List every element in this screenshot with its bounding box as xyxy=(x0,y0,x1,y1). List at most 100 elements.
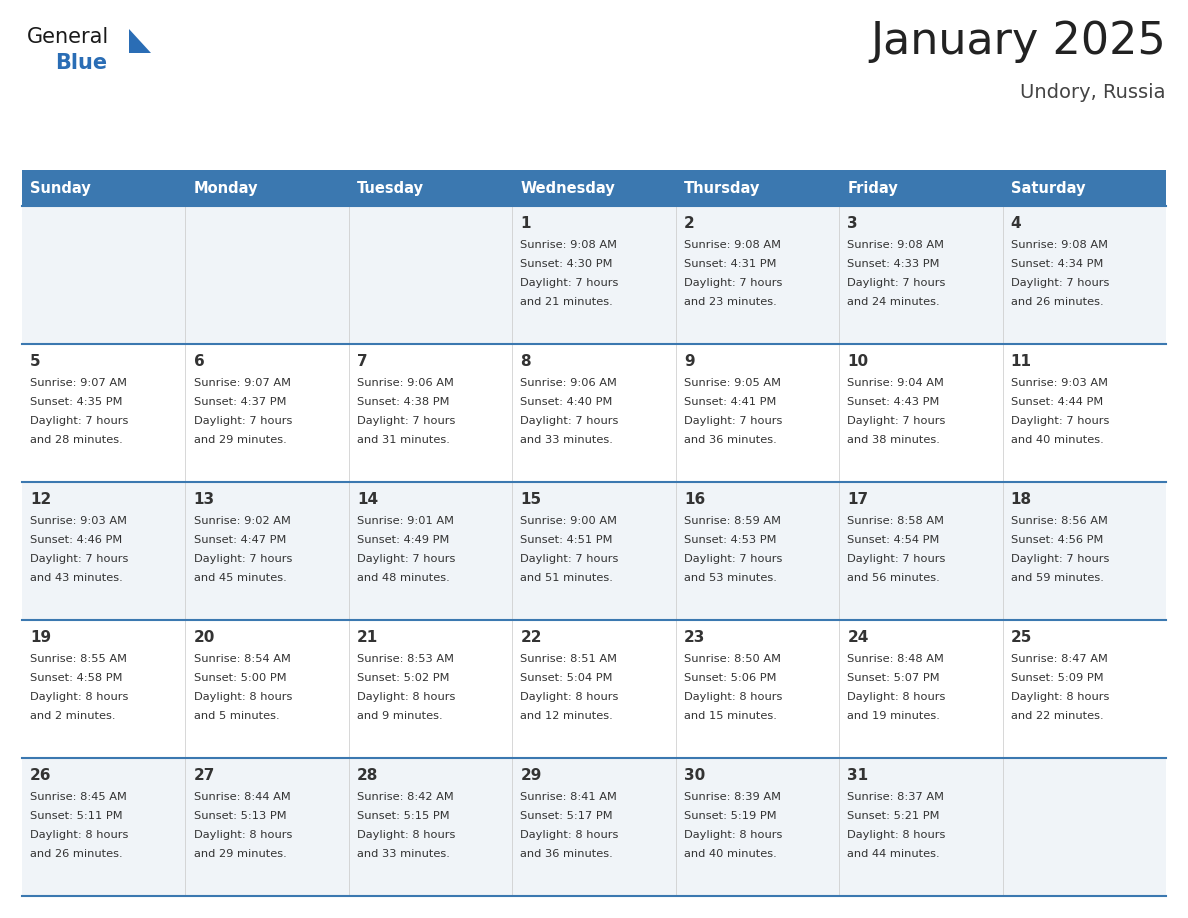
Text: Daylight: 7 hours: Daylight: 7 hours xyxy=(520,554,619,564)
Text: Sunset: 4:40 PM: Sunset: 4:40 PM xyxy=(520,397,613,407)
Text: Daylight: 7 hours: Daylight: 7 hours xyxy=(358,416,455,426)
Text: 21: 21 xyxy=(358,630,378,645)
Text: Sunrise: 9:06 AM: Sunrise: 9:06 AM xyxy=(358,378,454,388)
Text: 25: 25 xyxy=(1011,630,1032,645)
Text: Daylight: 7 hours: Daylight: 7 hours xyxy=(520,278,619,288)
Text: Daylight: 8 hours: Daylight: 8 hours xyxy=(358,830,455,840)
Text: 14: 14 xyxy=(358,492,378,507)
Text: 15: 15 xyxy=(520,492,542,507)
Text: and 36 minutes.: and 36 minutes. xyxy=(684,435,777,445)
Text: January 2025: January 2025 xyxy=(871,20,1165,63)
Text: 17: 17 xyxy=(847,492,868,507)
Text: Daylight: 7 hours: Daylight: 7 hours xyxy=(30,416,128,426)
Text: Sunset: 4:43 PM: Sunset: 4:43 PM xyxy=(847,397,940,407)
Text: Tuesday: Tuesday xyxy=(358,181,424,196)
Text: and 36 minutes.: and 36 minutes. xyxy=(520,849,613,859)
Text: Sunrise: 9:03 AM: Sunrise: 9:03 AM xyxy=(30,516,127,526)
Text: and 21 minutes.: and 21 minutes. xyxy=(520,297,613,307)
Bar xyxy=(23,344,1165,482)
Text: 28: 28 xyxy=(358,768,379,783)
Text: Sunrise: 9:07 AM: Sunrise: 9:07 AM xyxy=(30,378,127,388)
Text: and 38 minutes.: and 38 minutes. xyxy=(847,435,940,445)
Text: Sunset: 4:54 PM: Sunset: 4:54 PM xyxy=(847,535,940,545)
Text: Sunset: 5:11 PM: Sunset: 5:11 PM xyxy=(30,811,122,821)
Text: and 28 minutes.: and 28 minutes. xyxy=(30,435,122,445)
Text: Daylight: 7 hours: Daylight: 7 hours xyxy=(684,416,782,426)
Text: Daylight: 7 hours: Daylight: 7 hours xyxy=(1011,554,1110,564)
Text: Sunset: 4:44 PM: Sunset: 4:44 PM xyxy=(1011,397,1102,407)
Text: 30: 30 xyxy=(684,768,706,783)
Text: and 33 minutes.: and 33 minutes. xyxy=(358,849,450,859)
Text: Sunset: 4:49 PM: Sunset: 4:49 PM xyxy=(358,535,449,545)
Text: Daylight: 8 hours: Daylight: 8 hours xyxy=(847,830,946,840)
Text: 23: 23 xyxy=(684,630,706,645)
Text: Blue: Blue xyxy=(55,53,107,73)
Text: and 43 minutes.: and 43 minutes. xyxy=(30,573,122,583)
Polygon shape xyxy=(129,29,151,53)
Text: Saturday: Saturday xyxy=(1011,181,1086,196)
Text: Sunset: 4:51 PM: Sunset: 4:51 PM xyxy=(520,535,613,545)
Text: 31: 31 xyxy=(847,768,868,783)
Text: and 51 minutes.: and 51 minutes. xyxy=(520,573,613,583)
Bar xyxy=(23,758,1165,896)
Text: Sunset: 5:00 PM: Sunset: 5:00 PM xyxy=(194,673,286,683)
Text: and 9 minutes.: and 9 minutes. xyxy=(358,711,443,721)
Text: Sunset: 4:41 PM: Sunset: 4:41 PM xyxy=(684,397,776,407)
Text: Daylight: 7 hours: Daylight: 7 hours xyxy=(684,278,782,288)
Text: Daylight: 8 hours: Daylight: 8 hours xyxy=(684,830,782,840)
Text: Sunset: 5:17 PM: Sunset: 5:17 PM xyxy=(520,811,613,821)
Text: Daylight: 8 hours: Daylight: 8 hours xyxy=(194,830,292,840)
Text: Daylight: 7 hours: Daylight: 7 hours xyxy=(358,554,455,564)
Bar xyxy=(23,170,185,206)
Text: Sunrise: 8:53 AM: Sunrise: 8:53 AM xyxy=(358,654,454,664)
Text: and 45 minutes.: and 45 minutes. xyxy=(194,573,286,583)
Text: 16: 16 xyxy=(684,492,706,507)
Text: 29: 29 xyxy=(520,768,542,783)
Text: Sunrise: 9:08 AM: Sunrise: 9:08 AM xyxy=(520,240,618,250)
Bar xyxy=(23,482,1165,620)
Text: and 29 minutes.: and 29 minutes. xyxy=(194,435,286,445)
Text: Daylight: 8 hours: Daylight: 8 hours xyxy=(520,830,619,840)
Text: Daylight: 8 hours: Daylight: 8 hours xyxy=(358,692,455,702)
Text: 20: 20 xyxy=(194,630,215,645)
Text: Sunrise: 8:37 AM: Sunrise: 8:37 AM xyxy=(847,792,944,802)
Text: and 40 minutes.: and 40 minutes. xyxy=(1011,435,1104,445)
Bar xyxy=(676,170,839,206)
Text: Daylight: 7 hours: Daylight: 7 hours xyxy=(520,416,619,426)
Text: 4: 4 xyxy=(1011,216,1022,231)
Text: Sunrise: 9:07 AM: Sunrise: 9:07 AM xyxy=(194,378,291,388)
Text: Sunset: 5:09 PM: Sunset: 5:09 PM xyxy=(1011,673,1104,683)
Text: Sunday: Sunday xyxy=(30,181,91,196)
Text: Daylight: 8 hours: Daylight: 8 hours xyxy=(194,692,292,702)
Text: Sunrise: 8:44 AM: Sunrise: 8:44 AM xyxy=(194,792,290,802)
Bar xyxy=(1003,170,1165,206)
Text: and 26 minutes.: and 26 minutes. xyxy=(30,849,122,859)
Text: Daylight: 7 hours: Daylight: 7 hours xyxy=(847,416,946,426)
Text: Sunrise: 8:45 AM: Sunrise: 8:45 AM xyxy=(30,792,127,802)
Text: General: General xyxy=(27,27,109,47)
Text: Sunrise: 8:47 AM: Sunrise: 8:47 AM xyxy=(1011,654,1107,664)
Text: 19: 19 xyxy=(30,630,51,645)
Text: Thursday: Thursday xyxy=(684,181,760,196)
Bar xyxy=(839,170,1003,206)
Text: Sunset: 4:30 PM: Sunset: 4:30 PM xyxy=(520,259,613,269)
Text: Sunset: 5:07 PM: Sunset: 5:07 PM xyxy=(847,673,940,683)
Text: Sunrise: 9:05 AM: Sunrise: 9:05 AM xyxy=(684,378,781,388)
Text: and 23 minutes.: and 23 minutes. xyxy=(684,297,777,307)
Text: Sunset: 5:19 PM: Sunset: 5:19 PM xyxy=(684,811,777,821)
Text: Sunset: 4:53 PM: Sunset: 4:53 PM xyxy=(684,535,777,545)
Text: Sunrise: 9:08 AM: Sunrise: 9:08 AM xyxy=(1011,240,1107,250)
Text: Sunset: 4:56 PM: Sunset: 4:56 PM xyxy=(1011,535,1104,545)
Text: Sunset: 4:47 PM: Sunset: 4:47 PM xyxy=(194,535,286,545)
Text: 6: 6 xyxy=(194,354,204,369)
Text: Wednesday: Wednesday xyxy=(520,181,615,196)
Text: Sunrise: 9:03 AM: Sunrise: 9:03 AM xyxy=(1011,378,1107,388)
Text: and 12 minutes.: and 12 minutes. xyxy=(520,711,613,721)
Text: 22: 22 xyxy=(520,630,542,645)
Text: and 59 minutes.: and 59 minutes. xyxy=(1011,573,1104,583)
Text: Sunset: 4:31 PM: Sunset: 4:31 PM xyxy=(684,259,777,269)
Text: Daylight: 8 hours: Daylight: 8 hours xyxy=(847,692,946,702)
Text: and 5 minutes.: and 5 minutes. xyxy=(194,711,279,721)
Text: 9: 9 xyxy=(684,354,695,369)
Text: and 26 minutes.: and 26 minutes. xyxy=(1011,297,1104,307)
